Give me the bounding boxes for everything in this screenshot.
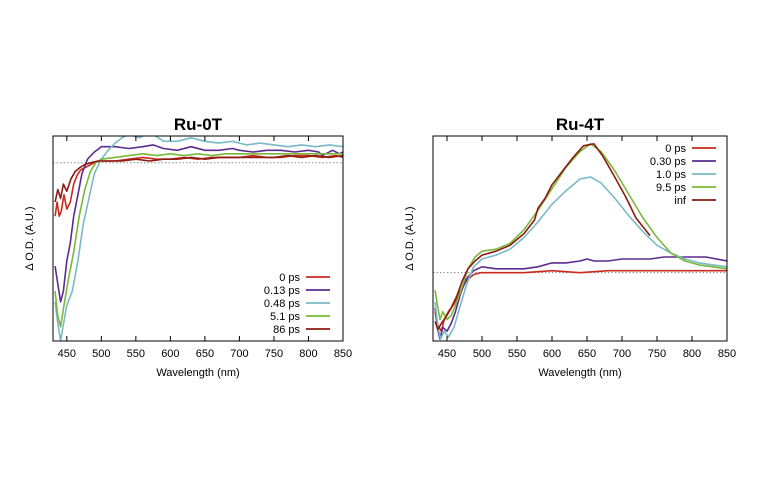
x-tick-label: 850 xyxy=(334,348,352,360)
series-line-inf xyxy=(434,143,651,331)
chart-title: Ru-0T xyxy=(174,115,223,134)
plot-frame xyxy=(432,135,728,342)
series-line-0-ps xyxy=(54,154,343,217)
x-tick-label: 450 xyxy=(438,348,456,360)
x-tick-label: 550 xyxy=(508,348,526,360)
x-tick-label: 850 xyxy=(718,348,736,360)
series-line-0_48-ps xyxy=(54,136,343,341)
series-line-0-ps xyxy=(434,269,727,332)
x-tick-label: 600 xyxy=(543,348,561,360)
x-axis-label: Wavelength (nm) xyxy=(156,367,239,379)
legend-label: 0 ps xyxy=(665,143,686,155)
x-tick-label: 450 xyxy=(58,348,76,360)
x-tick-label: 800 xyxy=(683,348,701,360)
y-axis-label: Δ O.D. (A.U.) xyxy=(404,206,416,270)
series-line-86-ps xyxy=(54,154,343,203)
chart-ru-4t: Ru-4T 450 500 550 600 650 700 750 800 850 Waveleng… xyxy=(404,115,736,379)
legend-label: 5.1 ps xyxy=(270,311,300,323)
legend-label: inf xyxy=(674,195,687,207)
y-axis-label: Δ O.D. (A.U.) xyxy=(24,206,36,270)
x-tick-label: 550 xyxy=(127,348,145,360)
x-axis-label: Wavelength (nm) xyxy=(538,367,621,379)
chart-ru-0t: Ru-0T 450 500 550 600 650 700 750 800 850 Waveleng… xyxy=(24,115,352,379)
legend-label: 86 ps xyxy=(273,324,300,336)
x-tick-label: 700 xyxy=(613,348,631,360)
legend-label: 0.13 ps xyxy=(264,285,301,297)
x-tick-label: 800 xyxy=(299,348,317,360)
x-tick-label: 500 xyxy=(473,348,491,360)
legend-label: 0.48 ps xyxy=(264,298,301,310)
series-line-0_13-ps xyxy=(54,144,343,303)
x-tick-label: 650 xyxy=(578,348,596,360)
x-tick-label: 600 xyxy=(161,348,179,360)
chart-title: Ru-4T xyxy=(556,115,605,134)
series-line-0_30-ps xyxy=(434,256,727,340)
legend-label: 1.0 ps xyxy=(656,169,686,181)
x-tick-label: 650 xyxy=(196,348,214,360)
x-tick-label: 750 xyxy=(648,348,666,360)
x-tick-label: 500 xyxy=(92,348,110,360)
legend-label: 9.5 ps xyxy=(656,182,686,194)
series-line-1_0-ps xyxy=(434,176,727,340)
x-tick-label: 700 xyxy=(230,348,248,360)
series-line-5_1-ps xyxy=(54,153,343,328)
legend-label: 0.30 ps xyxy=(650,156,687,168)
legend-label: 0 ps xyxy=(279,272,300,284)
plot-frame xyxy=(52,135,344,342)
x-tick-label: 750 xyxy=(265,348,283,360)
